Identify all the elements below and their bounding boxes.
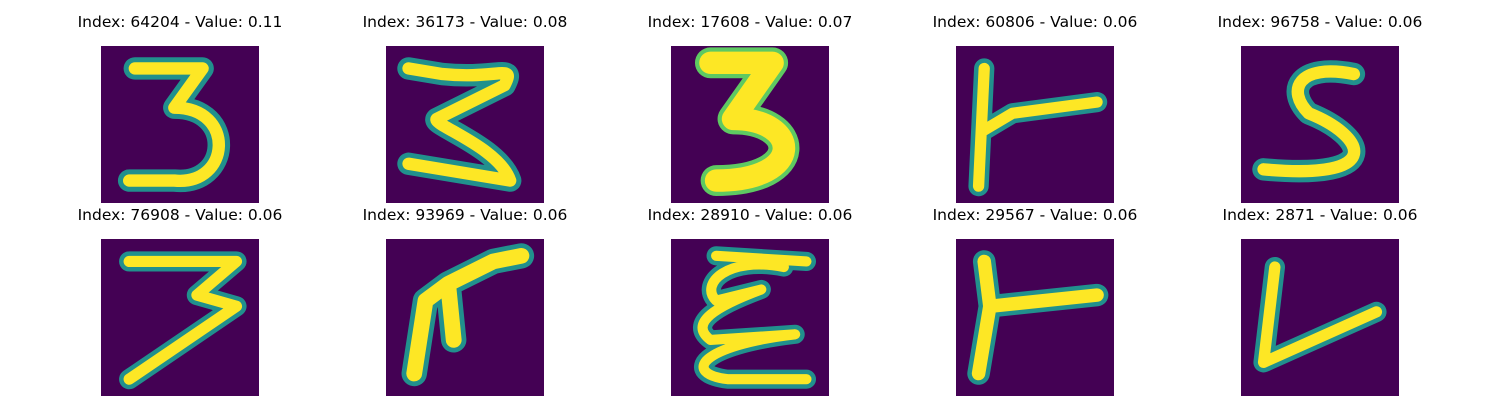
panel-title: Index: 29567 - Value: 0.06 bbox=[915, 204, 1155, 226]
panel-6: Index: 76908 - Value: 0.06 bbox=[60, 204, 300, 389]
panel-2: Index: 36173 - Value: 0.08 bbox=[345, 11, 585, 196]
panel-1: Index: 64204 - Value: 0.11 bbox=[60, 11, 300, 196]
panel-9: Index: 29567 - Value: 0.06 bbox=[915, 204, 1155, 389]
panel-title: Index: 2871 - Value: 0.06 bbox=[1200, 204, 1440, 226]
digit-image-3 bbox=[101, 239, 259, 396]
panel-title: Index: 60806 - Value: 0.06 bbox=[915, 11, 1155, 33]
panel-title: Index: 28910 - Value: 0.06 bbox=[630, 204, 870, 226]
panel-10: Index: 2871 - Value: 0.06 bbox=[1200, 204, 1440, 389]
digit-image-3 bbox=[101, 46, 259, 203]
digit-image-3 bbox=[671, 46, 829, 203]
panel-8: Index: 28910 - Value: 0.06 bbox=[630, 204, 870, 389]
panel-title: Index: 36173 - Value: 0.08 bbox=[345, 11, 585, 33]
panel-title: Index: 17608 - Value: 0.07 bbox=[630, 11, 870, 33]
panel-3: Index: 17608 - Value: 0.07 bbox=[630, 11, 870, 196]
digit-image-3 bbox=[386, 46, 544, 203]
panel-title: Index: 64204 - Value: 0.11 bbox=[60, 11, 300, 33]
digit-image-v bbox=[1241, 239, 1399, 396]
digit-image-t bbox=[956, 46, 1114, 203]
digit-image-t bbox=[956, 239, 1114, 396]
digit-image-e bbox=[671, 239, 829, 396]
digit-image-arrow bbox=[386, 239, 544, 396]
panel-5: Index: 96758 - Value: 0.06 bbox=[1200, 11, 1440, 196]
panel-title: Index: 96758 - Value: 0.06 bbox=[1200, 11, 1440, 33]
panel-7: Index: 93969 - Value: 0.06 bbox=[345, 204, 585, 389]
digit-image-s bbox=[1241, 46, 1399, 203]
panel-4: Index: 60806 - Value: 0.06 bbox=[915, 11, 1155, 196]
panel-title: Index: 93969 - Value: 0.06 bbox=[345, 204, 585, 226]
panel-title: Index: 76908 - Value: 0.06 bbox=[60, 204, 300, 226]
